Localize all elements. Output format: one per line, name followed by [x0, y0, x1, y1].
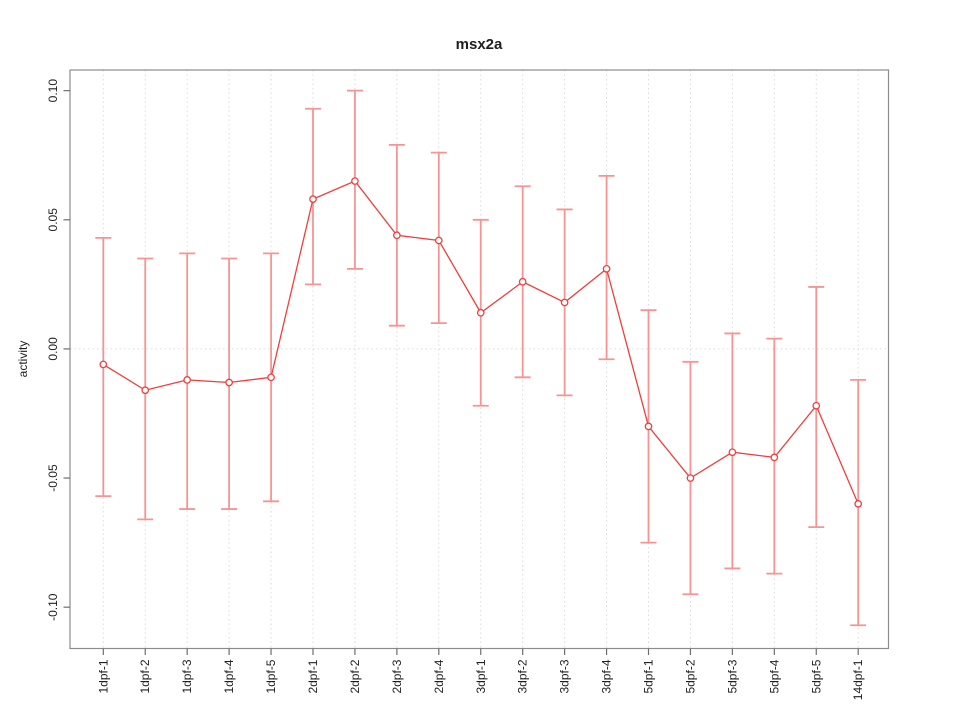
data-point	[728, 448, 737, 457]
x-tick-label: 1dpf-4	[222, 659, 236, 693]
x-tick-label: 1dpf-5	[264, 659, 278, 693]
y-tick-label: 0.00	[46, 337, 60, 361]
data-point	[602, 265, 611, 273]
x-tick-label: 1dpf-3	[180, 659, 194, 693]
x-tick-label: 5dpf-2	[683, 659, 697, 693]
chart-title: msx2a	[456, 36, 503, 53]
data-point	[267, 373, 275, 382]
x-tick-label: 3dpf-4	[600, 659, 614, 693]
x-tick-label: 3dpf-1	[474, 659, 488, 693]
data-point	[560, 298, 569, 307]
x-tick-label: 5dpf-1	[642, 659, 656, 693]
x-tick-label: 2dpf-2	[348, 659, 362, 693]
data-point	[351, 177, 359, 185]
y-axis-label: activity	[16, 341, 30, 378]
data-point	[99, 360, 108, 369]
data-point	[812, 401, 821, 410]
plot-area: 0.10 0.05 0.00 -0.05 -0.10 1dpf-1 1dpf-2 1dpf-3…	[46, 69, 890, 700]
y-tick-label: 0.10	[46, 79, 60, 103]
x-tick-label: 5dpf-3	[725, 659, 739, 693]
data-point	[770, 453, 779, 462]
data-point	[518, 277, 527, 286]
data-point	[141, 386, 150, 395]
data-point	[686, 474, 695, 482]
x-tick-label: 14dpf-1	[851, 659, 865, 700]
x-tick-label: 5dpf-5	[809, 659, 823, 693]
data-point	[854, 500, 863, 508]
x-tick-label: 5dpf-4	[767, 659, 781, 693]
data-point	[644, 422, 653, 431]
data-point	[309, 195, 317, 203]
data-point	[393, 231, 401, 240]
x-tick-label: 3dpf-3	[558, 659, 572, 693]
data-point	[434, 236, 443, 245]
data-point	[225, 378, 233, 387]
x-tick-label: 2dpf-3	[390, 659, 404, 693]
x-tick-label: 2dpf-4	[432, 659, 446, 693]
y-tick-label: -0.10	[46, 593, 60, 621]
data-point	[183, 376, 192, 384]
x-tick-label: 3dpf-2	[516, 659, 530, 693]
y-tick-label: -0.05	[46, 464, 60, 492]
plot-box	[69, 69, 890, 650]
x-tick-label: 1dpf-2	[138, 659, 152, 693]
y-tick-label: 0.05	[46, 208, 60, 232]
x-tick-label: 2dpf-1	[306, 659, 320, 693]
data-point	[476, 308, 485, 317]
x-tick-label: 1dpf-1	[96, 659, 110, 693]
